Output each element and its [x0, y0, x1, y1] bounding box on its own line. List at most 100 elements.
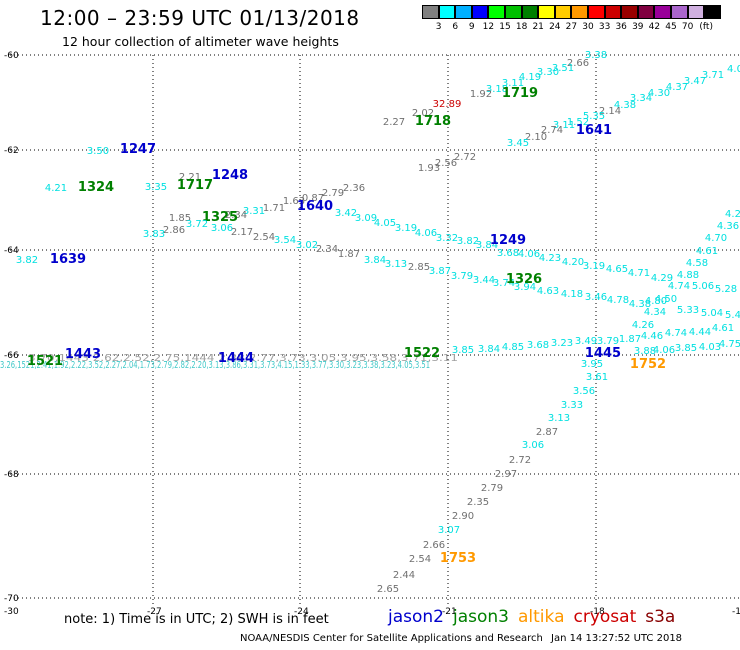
color-scale-label: 70 [681, 22, 694, 32]
wave-height-label: 2.97 [495, 469, 517, 480]
wave-height-label: 5.35 [583, 111, 605, 122]
color-scale-label: 9 [468, 22, 475, 32]
legend-item-cryosat: cryosat [573, 607, 637, 627]
axis-tick-label: -27 [147, 607, 162, 617]
wave-height-label: 4.0 [727, 64, 740, 75]
wave-height-label: 1.87 [619, 334, 641, 345]
pass-time-label: 1641 [576, 123, 612, 138]
pass-time-label: 1752 [630, 357, 666, 372]
color-swatch [571, 5, 588, 19]
pass-time-label: 1248 [212, 168, 248, 183]
wave-height-label: 4.19 [519, 72, 541, 83]
color-swatch [687, 5, 705, 19]
footer-timestamp: Jan 14 13:27:52 UTC 2018 [551, 633, 683, 644]
wave-height-label: 3.79 [451, 271, 473, 282]
axis-tick-label: -62 [4, 146, 19, 156]
wave-height-label: 2.34 [225, 210, 247, 221]
wave-height-label: 3.33 [561, 400, 583, 411]
wave-height-label: 2.02 [412, 108, 434, 119]
wave-height-label: 2.74 [541, 125, 563, 136]
wave-height-label: 2.35 [467, 497, 489, 508]
dense-row-text: 3.70,1443 2.62,2.52,2.75,1444 2.38,2.77,… [28, 353, 458, 364]
pass-time-label: 1325 [202, 210, 238, 225]
pass-time-label: 1753 [440, 551, 476, 566]
wave-height-label: 5.33 [677, 305, 699, 316]
wave-height-label: 1.93 [418, 163, 440, 174]
wave-height-label: 4.37 [666, 82, 688, 93]
wave-height-label: 4.20 [562, 257, 584, 268]
color-scale-label: 21 [532, 22, 544, 32]
legend-item-jason2: jason2 [388, 607, 444, 627]
color-swatch [604, 5, 622, 19]
wave-height-label: 4.61 [712, 323, 734, 334]
axis-tick-label: -70 [4, 594, 19, 604]
wave-height-label: 3.88 [634, 346, 656, 357]
pass-time-label: 1717 [177, 178, 213, 193]
wave-height-label: 3.42 [335, 208, 357, 219]
wave-height-label: 4.75 [719, 339, 740, 350]
wave-height-label: 1.71 [263, 203, 285, 214]
pass-time-label: 1444 [218, 351, 254, 366]
color-scale-label: 6 [452, 22, 459, 32]
wave-height-label: 1.63 [283, 196, 305, 207]
legend-item-jason3: jason3 [453, 607, 509, 627]
color-scale-label: 24 [549, 22, 561, 32]
note-text: note: 1) Time is in UTC; 2) SWH is in fe… [64, 612, 329, 627]
color-scale-label: 3 [435, 22, 442, 32]
axis-tick-label: -66 [4, 351, 19, 361]
wave-height-label: 4.70 [705, 233, 727, 244]
wave-height-label: 1.85 [169, 213, 191, 224]
wave-height-label: 4.34 [644, 307, 666, 318]
wave-height-label: 3.87 [429, 266, 451, 277]
wave-height-label: 3.46 [585, 292, 607, 303]
pass-time-label: 1326 [506, 272, 542, 287]
wave-height-label: 3.54 [274, 235, 296, 246]
wave-height-label: 3.85 [452, 345, 474, 356]
wave-height-label: 3.83 [143, 229, 165, 240]
map-grid [10, 54, 740, 605]
wave-height-label: 3.07 [438, 525, 460, 536]
wave-height-label: 3.82 [16, 255, 38, 266]
wave-height-label: 2.14 [599, 106, 621, 117]
wave-height-label: 2.79 [481, 483, 503, 494]
pass-time-label: 1324 [78, 180, 114, 195]
page-subtitle: 12 hour collection of altimeter wave hei… [62, 34, 339, 49]
wave-height-label: 4.50 [655, 294, 677, 305]
color-scale-label: 27 [565, 22, 578, 32]
pass-time-label: 1718 [415, 114, 451, 129]
color-scale-label: 42 [648, 22, 661, 32]
wave-height-label: 2.34 [316, 244, 338, 255]
wave-height-label: 2.36 [343, 183, 365, 194]
wave-height-label: 3.06 [211, 223, 233, 234]
wave-height-label: 3.74 [493, 278, 515, 289]
footer-credit: NOAA/NESDIS Center for Satellite Applica… [240, 633, 543, 644]
wave-height-label: 3.51 [552, 63, 574, 74]
wave-height-label: 3.84 [478, 344, 500, 355]
wave-height-label: 4.06 [415, 228, 437, 239]
axis-tick-label: -15 [732, 607, 740, 617]
wave-height-label: 2.65 [377, 584, 399, 595]
wave-height-label: 4.23 [539, 253, 561, 264]
pass-time-label: 1443 [65, 347, 101, 362]
legend-item-altika: altika [518, 607, 565, 627]
color-swatch [505, 5, 522, 19]
wave-height-label: 1.52 [567, 117, 589, 128]
wave-height-label: 2.87 [536, 427, 558, 438]
axis-tick-label: -21 [442, 607, 457, 617]
wave-height-label: 2.44 [393, 570, 415, 581]
color-scale-label: 30 [582, 22, 594, 32]
wave-height-label: 2.66 [423, 540, 445, 551]
wave-height-label: 1.87 [338, 249, 360, 260]
wave-height-label: 2.21 [179, 172, 201, 183]
wave-height-label: 3.50 [87, 146, 109, 157]
legend-item-s3a: s3a [645, 607, 676, 627]
wave-height-label: 4.80 [645, 296, 667, 307]
wave-height-label: 4.21 [45, 183, 67, 194]
wave-height-label: 4.88 [677, 270, 699, 281]
wave-height-label: 3.56 [573, 386, 595, 397]
wave-height-label: 3.09 [355, 213, 377, 224]
wave-height-label: 4.78 [607, 295, 629, 306]
wave-height-label: 3.23 [551, 338, 573, 349]
wave-height-label: 3.38 [585, 50, 607, 61]
